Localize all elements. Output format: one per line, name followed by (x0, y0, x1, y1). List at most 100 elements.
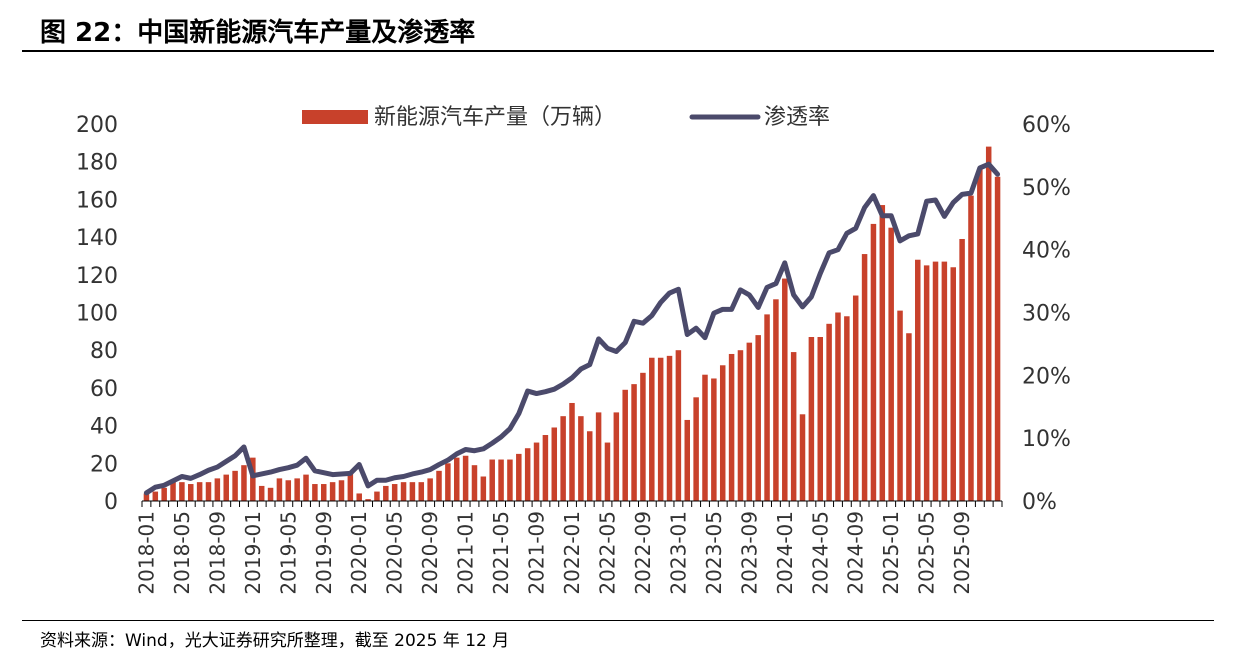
production-bar (303, 474, 309, 501)
x-tick-label: 2018-01 (134, 511, 158, 595)
x-tick-label: 2021-05 (489, 511, 513, 595)
x-tick-label: 2023-09 (737, 511, 761, 595)
production-bar (861, 254, 868, 501)
production-bar (179, 482, 185, 501)
production-bar (977, 169, 983, 502)
production-bar (649, 357, 655, 501)
production-bar (462, 455, 469, 501)
x-tick-label: 2022-09 (631, 511, 655, 595)
penetration-line (143, 161, 1001, 496)
right-tick-label: 20% (1022, 364, 1071, 389)
production-bar (489, 459, 495, 501)
production-bar (790, 352, 797, 501)
bar-series (143, 146, 1001, 502)
production-bar (959, 238, 965, 502)
x-tick-label: 2019-01 (241, 511, 265, 595)
x-tick-label: 2020-09 (418, 511, 442, 595)
left-tick-label: 160 (76, 188, 118, 213)
x-tick-label: 2025-05 (915, 511, 939, 595)
production-bar (258, 485, 265, 501)
legend: 新能源汽车产量（万辆） 渗透率 (302, 105, 830, 130)
production-bar (516, 453, 522, 502)
production-bar (666, 355, 673, 501)
legend-bar-swatch (302, 110, 368, 124)
production-bar (631, 384, 637, 501)
right-tick-label: 40% (1022, 239, 1071, 264)
production-bar (214, 478, 221, 501)
x-tick-label: 2018-05 (170, 511, 194, 595)
left-tick-label: 0 (104, 490, 118, 515)
production-bar (906, 333, 912, 501)
production-bar (578, 416, 584, 501)
production-bar (267, 487, 274, 501)
production-bar (595, 412, 602, 501)
production-bar (551, 427, 558, 501)
x-tick-label: 2021-01 (454, 511, 478, 595)
x-tick-label: 2020-01 (347, 511, 371, 595)
production-bar (436, 470, 442, 501)
production-bar (312, 484, 318, 501)
production-bar (764, 314, 770, 501)
production-bar (294, 478, 300, 501)
source-rule (22, 620, 1214, 621)
right-tick-label: 50% (1022, 176, 1071, 201)
production-bar (879, 205, 886, 501)
production-bar (640, 372, 646, 501)
production-bar (188, 484, 194, 501)
right-tick-label: 0% (1022, 490, 1057, 515)
x-tick-label: 2023-05 (702, 511, 726, 595)
production-bar (152, 491, 159, 501)
x-tick-label: 2024-09 (844, 511, 868, 595)
left-tick-label: 200 (76, 113, 118, 138)
title-rule (22, 50, 1214, 52)
production-bar (542, 435, 549, 501)
production-bar (728, 353, 735, 501)
production-bar (941, 261, 948, 501)
production-bar (808, 337, 815, 501)
production-bar (994, 176, 1001, 501)
legend-bar-label: 新能源汽车产量（万辆） (374, 105, 616, 130)
production-bar (418, 482, 425, 501)
production-bar (232, 470, 238, 501)
production-bar (844, 316, 850, 501)
x-tick-label: 2024-05 (808, 511, 832, 595)
production-bar (852, 295, 859, 501)
x-tick-label: 2021-09 (525, 511, 549, 595)
production-bar (719, 365, 726, 501)
figure-title: 图 22：中国新能源汽车产量及渗透率 (40, 18, 476, 48)
production-bar (365, 499, 371, 501)
production-bar (533, 442, 540, 501)
production-bar (356, 493, 362, 501)
left-tick-label: 20 (90, 452, 118, 477)
production-bar (143, 493, 150, 501)
production-bar (409, 482, 416, 501)
right-axis-labels: 0% 10% 20% 30% 40% 50% 60% (1022, 113, 1071, 515)
production-bar (675, 350, 682, 501)
x-tick-label: 2019-05 (276, 511, 300, 595)
production-bar (693, 397, 699, 501)
left-tick-label: 120 (76, 264, 118, 289)
production-bar (170, 482, 176, 501)
production-bar (773, 299, 779, 501)
production-bar (622, 389, 628, 501)
production-bar (524, 448, 531, 501)
production-bar (205, 482, 212, 501)
x-tick-label: 2022-01 (560, 511, 584, 595)
left-tick-label: 60 (90, 377, 118, 402)
source-note: 资料来源：Wind，光大证券研究所整理，截至 2025 年 12 月 (40, 631, 510, 651)
production-bar (427, 478, 433, 501)
right-tick-label: 30% (1022, 302, 1071, 327)
production-bar (657, 357, 664, 501)
x-tick-label: 2025-09 (950, 511, 974, 595)
left-tick-label: 40 (90, 415, 118, 440)
production-bar (498, 459, 504, 501)
production-bar (950, 267, 956, 501)
production-bar (480, 476, 487, 501)
production-bar (835, 312, 841, 501)
production-bar (782, 278, 788, 501)
production-bar (586, 431, 593, 501)
production-bar (702, 374, 708, 501)
production-bar (321, 484, 327, 501)
production-bar (250, 457, 256, 501)
